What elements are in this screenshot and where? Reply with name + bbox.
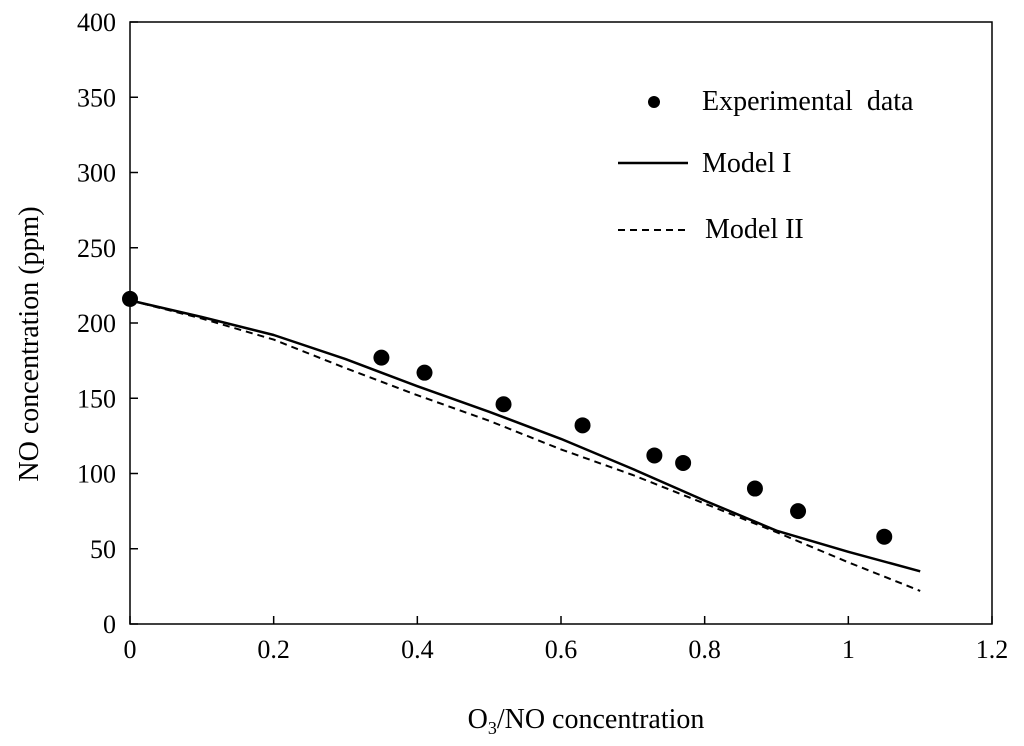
legend-label-model-i: Model I [702, 148, 791, 179]
x-tick-label: 1 [842, 635, 855, 664]
y-axis-title: NO concentration (ppm) [14, 206, 45, 481]
experimental-data-point [495, 396, 512, 413]
series-layer [122, 290, 921, 592]
x-tick-label: 1.2 [976, 635, 1009, 664]
legend-label-model-ii: Model II [705, 214, 804, 245]
legend: Experimental data Model I Model II [618, 86, 914, 245]
y-tick-label: 100 [77, 460, 116, 489]
y-tick-label: 400 [77, 8, 116, 37]
experimental-data-point [122, 290, 138, 307]
y-axis-ticks: 0 50 100 150 200 250 300 350 400 [77, 8, 138, 639]
experimental-data-point [373, 349, 390, 366]
experimental-data-point [646, 447, 663, 464]
experimental-data-point [746, 480, 763, 497]
experimental-data-point [790, 503, 807, 520]
experimental-data-point [876, 528, 893, 545]
experimental-data-point [574, 417, 591, 434]
y-tick-label: 0 [103, 610, 116, 639]
legend-marker-experimental [648, 96, 660, 108]
y-tick-label: 50 [90, 535, 116, 564]
x-axis-title: O3/NO concentration [468, 704, 705, 738]
x-axis-ticks: 0 0.2 0.4 0.6 0.8 1 1.2 [124, 616, 1009, 664]
experimental-data-point [416, 364, 433, 381]
experimental-data-point [675, 454, 692, 471]
x-tick-label: 0 [124, 635, 137, 664]
legend-label-experimental: Experimental data [702, 86, 914, 117]
y-tick-label: 350 [77, 83, 116, 112]
y-tick-label: 200 [77, 309, 116, 338]
y-tick-label: 150 [77, 384, 116, 413]
model-i-line [129, 299, 921, 573]
model-ii-line [129, 299, 921, 592]
x-tick-label: 0.2 [257, 635, 290, 664]
x-tick-label: 0.8 [688, 635, 721, 664]
x-tick-label: 0.6 [545, 635, 578, 664]
x-tick-label: 0.4 [401, 635, 434, 664]
y-tick-label: 300 [77, 159, 116, 188]
y-tick-label: 250 [77, 234, 116, 263]
